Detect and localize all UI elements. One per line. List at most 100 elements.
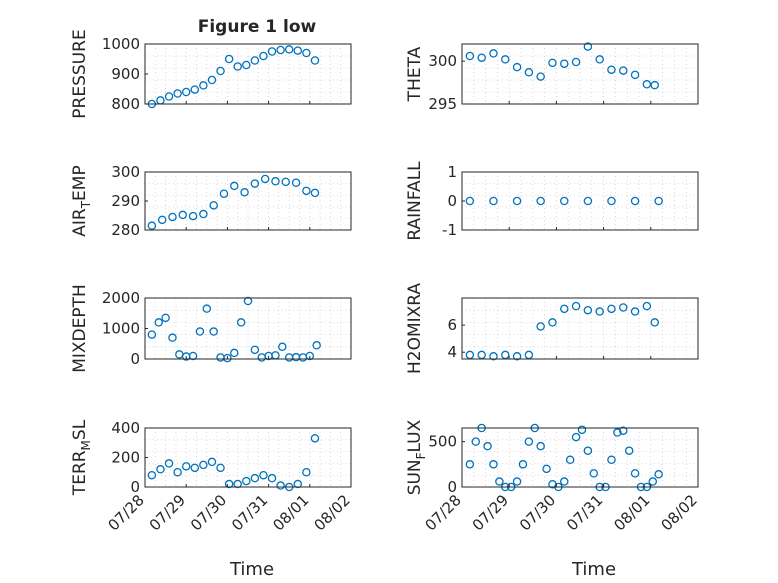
x-tick-label: 07/30 <box>187 491 230 534</box>
data-point <box>224 54 234 64</box>
data-point <box>181 87 191 97</box>
data-point <box>223 353 232 363</box>
data-point <box>524 437 534 446</box>
data-point <box>161 313 170 323</box>
y-tick-label: -1 <box>442 221 457 239</box>
data-point <box>305 351 315 361</box>
x-tick-label: 08/02 <box>658 491 701 534</box>
plot-area <box>462 298 698 359</box>
data-point <box>199 81 208 90</box>
y-tick-label: 0 <box>447 192 457 210</box>
data-point <box>310 56 320 65</box>
data-point <box>619 426 628 435</box>
data-point <box>583 196 593 206</box>
y-tick-label: 6 <box>447 316 457 334</box>
data-point <box>607 65 616 74</box>
plot-area <box>145 44 351 104</box>
data-point <box>630 70 640 80</box>
data-point <box>147 470 157 480</box>
data-point <box>595 307 604 316</box>
data-point <box>560 59 569 68</box>
data-point <box>281 177 291 187</box>
data-point <box>207 75 217 85</box>
data-point <box>267 47 277 56</box>
x-axis-label-right: Time <box>571 559 616 580</box>
x-tick-label: 07/31 <box>563 491 606 534</box>
data-point <box>147 221 157 230</box>
data-point <box>236 318 246 327</box>
x-tick-label: 07/31 <box>228 491 271 534</box>
data-point <box>310 434 320 443</box>
data-point <box>607 196 616 206</box>
y-axis-label: THETA <box>405 46 425 102</box>
y-tick-label: 200 <box>111 449 140 467</box>
x-tick-label: 07/28 <box>105 491 148 534</box>
y-tick-label: 800 <box>111 95 140 113</box>
subplot-pressure: 800 900 1000 PRESSURE <box>70 29 352 119</box>
subplot-air-temp: 280 290 300 AIRTEMP <box>70 163 352 239</box>
data-point <box>164 459 174 468</box>
x-tick-label: 07/29 <box>469 491 512 534</box>
data-point <box>489 352 498 361</box>
data-point <box>188 211 198 221</box>
x-tick-label: 08/02 <box>311 491 354 534</box>
data-point <box>489 196 498 206</box>
y-tick-label: 1 <box>447 163 457 181</box>
data-point <box>156 465 165 474</box>
data-point <box>654 470 663 479</box>
x-axis-label-left: Time <box>229 559 274 580</box>
data-point <box>536 322 545 331</box>
data-point <box>571 432 581 442</box>
data-point <box>583 446 593 455</box>
data-point <box>199 460 208 470</box>
axes-box <box>461 43 699 105</box>
data-point <box>219 189 229 198</box>
data-point <box>310 188 320 198</box>
data-point <box>302 48 311 58</box>
data-point <box>276 45 285 55</box>
data-point <box>284 45 294 54</box>
data-point <box>190 85 200 94</box>
data-point <box>542 464 551 474</box>
data-point <box>630 307 640 316</box>
y-tick-label: 300 <box>428 52 457 70</box>
data-point <box>536 441 545 451</box>
data-point <box>157 215 167 225</box>
data-point <box>536 196 545 206</box>
data-point <box>607 455 616 465</box>
data-point <box>147 330 157 339</box>
data-point <box>240 188 249 197</box>
data-point <box>560 196 569 206</box>
x-tick-label: 07/30 <box>516 491 559 534</box>
y-tick-label: 900 <box>111 65 140 83</box>
data-point <box>216 463 225 473</box>
data-point <box>243 296 253 306</box>
data-point <box>276 481 285 490</box>
y-axis-label: AIRTEMP <box>70 165 93 236</box>
y-axis-label: PRESSURE <box>70 29 90 118</box>
x-tick-label: 08/01 <box>269 491 312 534</box>
data-point <box>465 460 475 469</box>
data-point <box>230 181 239 191</box>
data-point <box>642 80 652 89</box>
subplot-h2omixra: 4 6 H2OMIXRA <box>405 283 699 374</box>
data-point <box>293 479 303 489</box>
data-point <box>512 196 522 206</box>
data-point <box>207 457 217 467</box>
data-point <box>465 51 475 61</box>
data-point <box>168 212 177 222</box>
data-point <box>483 441 492 451</box>
y-tick-label: 0 <box>130 350 140 368</box>
data-point <box>302 186 311 196</box>
data-point <box>583 42 593 51</box>
data-point <box>512 62 522 72</box>
data-point <box>477 53 486 62</box>
data-point <box>181 462 191 471</box>
y-tick-label: 290 <box>111 192 140 210</box>
x-tick-label: 07/28 <box>422 491 465 534</box>
data-point <box>302 467 311 477</box>
data-point <box>489 460 498 469</box>
data-point <box>224 479 234 489</box>
data-point <box>624 446 634 455</box>
